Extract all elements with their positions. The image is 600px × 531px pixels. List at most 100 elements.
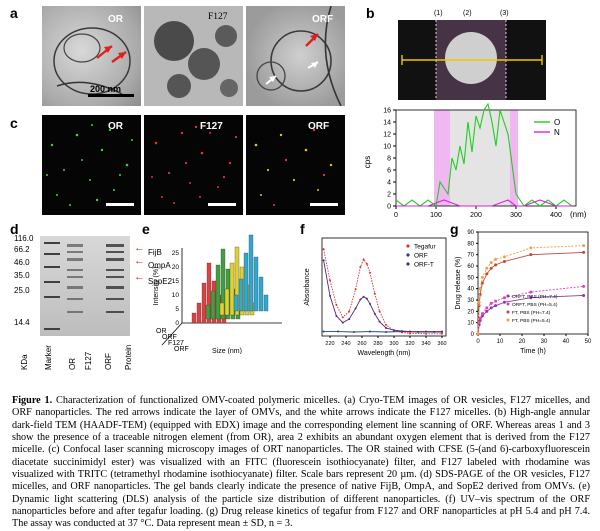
legend-swatch-2	[507, 311, 510, 314]
x-tick-label-7: 360	[437, 341, 446, 347]
series-point-1	[494, 300, 497, 303]
eds-legend: ON	[534, 118, 560, 137]
series-point-ORF-T	[348, 318, 350, 320]
marker-label-5: 14.4	[14, 318, 30, 327]
series-point-ORF-T	[441, 331, 443, 333]
x-tick-label-2: 260	[357, 341, 366, 347]
legend-label-2: FT, PBS (PH=7.4)	[512, 310, 551, 316]
x-tick-label-2: 200	[470, 212, 482, 219]
dls-bar	[192, 313, 196, 323]
y-tick-label-1: 10	[467, 321, 474, 327]
legend-label-Tegafur: Tegafur	[414, 244, 437, 251]
series-point-ORF	[323, 331, 325, 333]
lane-label-0: KDa	[20, 354, 29, 370]
series-point-ORF-T	[342, 322, 344, 324]
series-point-ORF-T	[385, 327, 387, 329]
tem-f127-caption: F127	[208, 12, 228, 22]
confocal-orf-dots	[246, 115, 345, 215]
dls-bar	[216, 265, 220, 319]
series-point-ORF	[337, 331, 339, 333]
dls-y-axis-label: Intensity (%)	[153, 267, 160, 306]
confocal-f127-caption: F127	[200, 121, 223, 132]
confocal-or-caption: OR	[108, 121, 123, 132]
series-point-2	[529, 253, 532, 256]
series-point-Tegafur	[348, 311, 350, 313]
series-point-Tegafur	[369, 272, 371, 274]
series-point-Tegafur	[385, 324, 387, 326]
legend-label-N: N	[554, 128, 560, 137]
y-tick-label-7: 70	[467, 253, 474, 259]
series-point-3	[503, 255, 506, 258]
confocal-image-f127: F127	[144, 115, 243, 215]
series-point-0	[494, 304, 497, 307]
band-arrow-1: ←	[134, 255, 145, 267]
caption-text: Characterization of functionalized OMV-c…	[12, 395, 590, 529]
release-y-axis-label: Drug release (%)	[455, 257, 462, 310]
haadf-drawing	[398, 20, 546, 100]
legend-swatch-Tegafur	[406, 244, 409, 247]
figure-caption: Figure 1. Characterization of functional…	[12, 395, 590, 531]
panel-c-label: c	[10, 116, 18, 130]
x-tick-label-1: 240	[341, 341, 350, 347]
series-point-3	[479, 287, 482, 290]
x-tick-label-5: 320	[405, 341, 414, 347]
series-point-Tegafur	[335, 304, 337, 306]
y-tick-label-9: 90	[467, 230, 474, 236]
series-point-1	[485, 306, 488, 309]
dls-bar	[202, 283, 206, 323]
y-tick-label-6: 12	[383, 132, 391, 139]
lane-label-2: OR	[68, 358, 77, 370]
series-point-1	[582, 285, 585, 288]
series-point-2	[494, 263, 497, 266]
x-tick-label-1: 10	[497, 339, 504, 345]
series-point-0	[485, 310, 488, 313]
dls-bar	[249, 235, 253, 311]
series-point-1	[481, 312, 484, 315]
series-point-0	[503, 301, 506, 304]
dls-row-label-3: ORF	[174, 346, 189, 353]
series-point-ORF-T	[374, 313, 376, 315]
series-point-2	[485, 272, 488, 275]
lane-label-1: Marker	[44, 345, 53, 370]
tem-image-or: OR 200 nm	[42, 6, 141, 106]
legend-label-ORF: ORF	[414, 253, 428, 260]
uv-y-axis-label: Absorbance	[304, 268, 311, 305]
tem-image-f127: F127	[144, 6, 243, 106]
series-point-1	[529, 291, 532, 294]
x-tick-label-6: 340	[421, 341, 430, 347]
dls-bar	[197, 303, 201, 323]
x-tick-label-1: 100	[430, 212, 442, 219]
scale-bar-label: 200 nm	[90, 84, 121, 94]
uv-x-axis-label: Wavelength (nm)	[357, 350, 410, 357]
series-point-3	[490, 261, 493, 264]
y-tick-label-6: 60	[467, 264, 474, 270]
series-point-ORF-T	[329, 295, 331, 297]
x-tick-label-3: 280	[373, 341, 382, 347]
y-tick-label-4: 20	[172, 264, 180, 271]
series-point-ORF-T	[359, 298, 361, 300]
series-point-Tegafur	[374, 293, 376, 295]
series-point-Tegafur	[342, 316, 344, 318]
eds-x-axis-label: (nm)	[570, 210, 587, 219]
series-point-Tegafur	[379, 311, 381, 313]
y-tick-label-1: 5	[175, 306, 179, 313]
y-tick-label-5: 10	[383, 144, 391, 151]
series-point-ORF-T	[409, 331, 411, 333]
y-tick-label-3: 15	[172, 278, 180, 285]
marker-label-1: 66.2	[14, 245, 30, 254]
tem-orf-caption: ORF	[312, 14, 333, 25]
dls-bar	[206, 305, 210, 319]
marker-label-2: 46.0	[14, 258, 30, 267]
x-tick-label-5: 50	[585, 339, 592, 345]
x-tick-label-4: 40	[563, 339, 570, 345]
panel-a-label: a	[10, 6, 18, 20]
x-tick-label-3: 30	[541, 339, 548, 345]
region-2-label: (2)	[463, 10, 472, 17]
gel-bands	[40, 236, 130, 336]
series-point-ORF-T	[369, 303, 371, 305]
dls-bar	[220, 303, 224, 315]
y-tick-label-8: 16	[383, 108, 391, 115]
series-point-Tegafur	[409, 332, 411, 334]
tem-f127-drawing	[144, 6, 243, 106]
